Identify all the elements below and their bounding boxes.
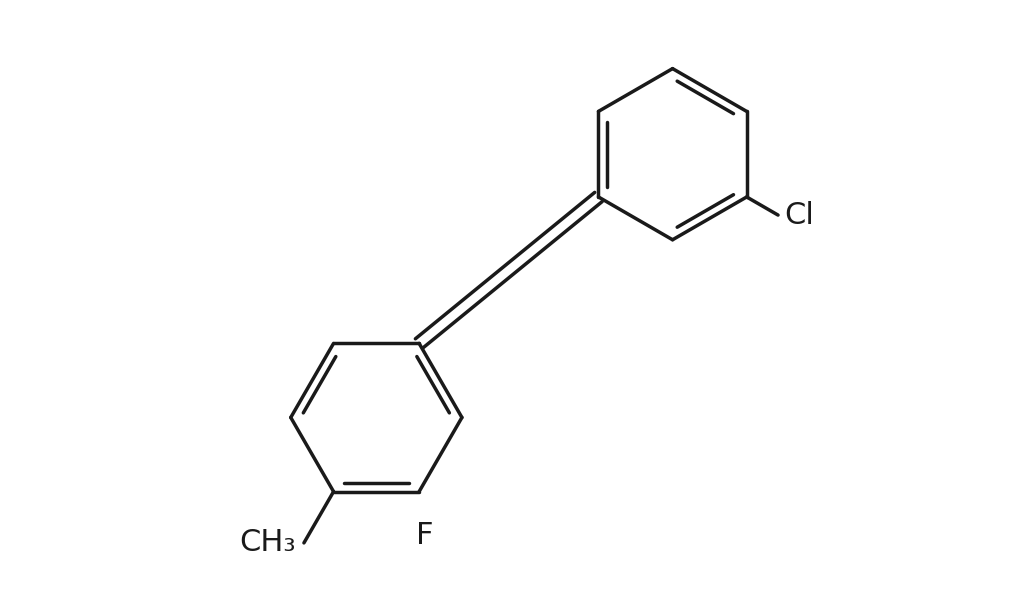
Text: Cl: Cl <box>784 200 815 230</box>
Text: CH₃: CH₃ <box>240 529 296 557</box>
Text: F: F <box>416 521 433 550</box>
